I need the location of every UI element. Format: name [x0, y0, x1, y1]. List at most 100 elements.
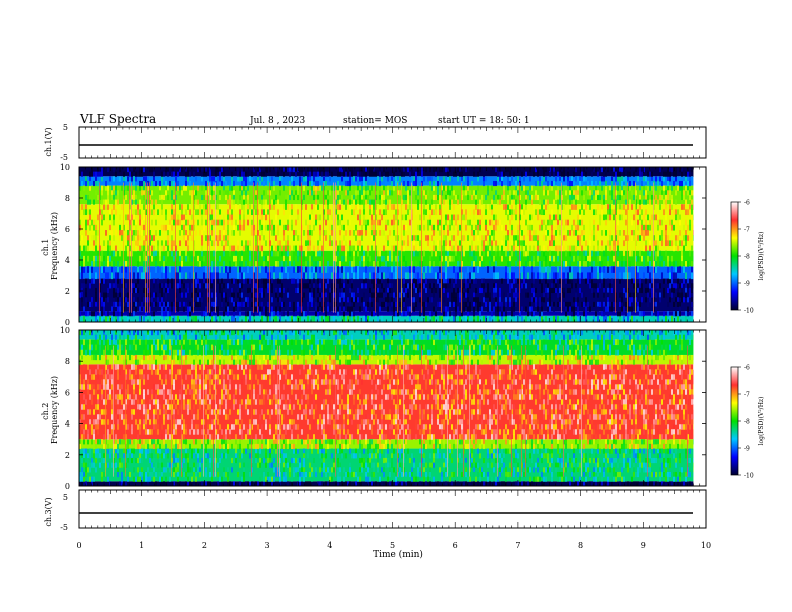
spectrum-cell — [117, 185, 119, 191]
spectrum-cell — [629, 301, 631, 307]
spectrum-cell — [81, 471, 83, 478]
spectrum-cell — [611, 235, 613, 241]
spectrum-cell — [133, 235, 135, 241]
spectrum-cell — [559, 199, 561, 205]
spectrum-cell — [559, 245, 561, 252]
spectrum-cell — [133, 176, 135, 182]
spectrum-cell — [363, 272, 365, 280]
spectrum-cell — [283, 311, 285, 317]
spectrum-cell — [87, 278, 89, 284]
sferic-line — [147, 182, 148, 313]
spectrum-cell — [597, 292, 599, 298]
spectrum-cell — [425, 190, 427, 196]
spectrum-cell — [609, 230, 611, 236]
spectrum-cell — [293, 315, 295, 323]
spectrum-cell — [373, 283, 375, 289]
spectrum-cell — [601, 278, 603, 284]
spectrum-cell — [203, 278, 205, 284]
spectrum-cell — [495, 194, 497, 201]
spectrum-cell — [641, 297, 643, 303]
spectrum-cell — [589, 306, 591, 312]
spectrum-cell — [151, 297, 153, 303]
spectrum-cell — [439, 199, 441, 205]
spectrum-cell — [579, 278, 581, 284]
spectrum-cell — [343, 311, 345, 317]
spectrum-cell — [389, 250, 391, 257]
spectrum-cell — [531, 311, 533, 317]
spectrum-cell — [577, 311, 579, 317]
spectrum-cell — [619, 230, 621, 236]
spectrum-cell — [383, 167, 385, 173]
spectrum-cell — [527, 255, 529, 262]
spectrum-cell — [205, 266, 207, 273]
spectrum-cell — [689, 194, 691, 201]
spectrum-cell — [105, 185, 107, 191]
spectrum-cell — [101, 471, 103, 478]
spectrum-cell — [95, 230, 97, 236]
spectrum-cell — [271, 297, 273, 303]
spectrum-cell — [487, 306, 489, 312]
spectrum-cell — [545, 224, 547, 231]
spectrum-cell — [171, 240, 173, 247]
spectrum-cell — [233, 224, 235, 231]
spectrum-cell — [671, 185, 673, 191]
spectrum-cell — [299, 250, 301, 257]
spectrum-cell — [81, 185, 83, 191]
spectrum-cell — [343, 297, 345, 303]
spectrum-cell — [369, 190, 371, 196]
spectrum-cell — [485, 176, 487, 182]
spectrum-cell — [279, 219, 281, 226]
spectrum-cell — [523, 204, 525, 210]
spectrum-cell — [691, 287, 693, 294]
spectrum-cell — [81, 457, 83, 464]
spectrum-cell — [179, 167, 181, 173]
spectrum-cell — [353, 245, 355, 252]
spectrum-cell — [455, 194, 457, 201]
spectrum-cell — [491, 209, 493, 216]
spectrum-cell — [219, 283, 221, 289]
spectrum-cell — [509, 283, 511, 289]
spectrum-cell — [403, 224, 405, 231]
spectrum-cell — [307, 176, 309, 182]
spectrum-cell — [657, 199, 659, 205]
spectrum-cell — [549, 301, 551, 307]
spectrum-cell — [485, 204, 487, 210]
spectrum-cell — [407, 240, 409, 247]
spectrum-cell — [641, 180, 643, 187]
spectrum-cell — [459, 266, 461, 273]
spectrum-cell — [415, 180, 417, 187]
spectrum-cell — [541, 176, 543, 182]
spectrum-cell — [493, 266, 495, 273]
spectrum-cell — [267, 287, 269, 294]
spectrum-cell — [101, 199, 103, 205]
spectrum-cell — [255, 185, 257, 191]
spectrum-cell — [165, 167, 167, 173]
spectrum-cell — [225, 190, 227, 196]
spectrum-cell — [89, 199, 91, 205]
spectrum-cell — [363, 209, 365, 216]
spectrum-cell — [577, 297, 579, 303]
spectrum-cell — [473, 214, 475, 221]
spectrum-cell — [309, 180, 311, 187]
spectrum-cell — [81, 467, 83, 473]
spectrum-cell — [255, 204, 257, 210]
spectrum-cell — [481, 278, 483, 284]
spectrum-cell — [463, 301, 465, 307]
sferic-line — [269, 182, 270, 313]
spectrum-cell — [347, 199, 349, 205]
spectrum-cell — [201, 209, 203, 216]
spectrum-cell — [201, 240, 203, 247]
spectrum-cell — [197, 209, 199, 216]
spectrum-cell — [339, 219, 341, 226]
spectrum-cell — [85, 481, 87, 487]
spectrum-cell — [433, 209, 435, 216]
spectrum-cell — [633, 214, 635, 221]
spectrum-cell — [327, 261, 329, 267]
spectrum-cell — [575, 315, 577, 323]
spectrum-cell — [423, 283, 425, 289]
spectrum-cell — [223, 235, 225, 241]
spectrum-cell — [211, 306, 213, 312]
spectrum-cell — [241, 272, 243, 280]
spectrum-cell — [305, 240, 307, 247]
spectrum-cell — [429, 194, 431, 201]
